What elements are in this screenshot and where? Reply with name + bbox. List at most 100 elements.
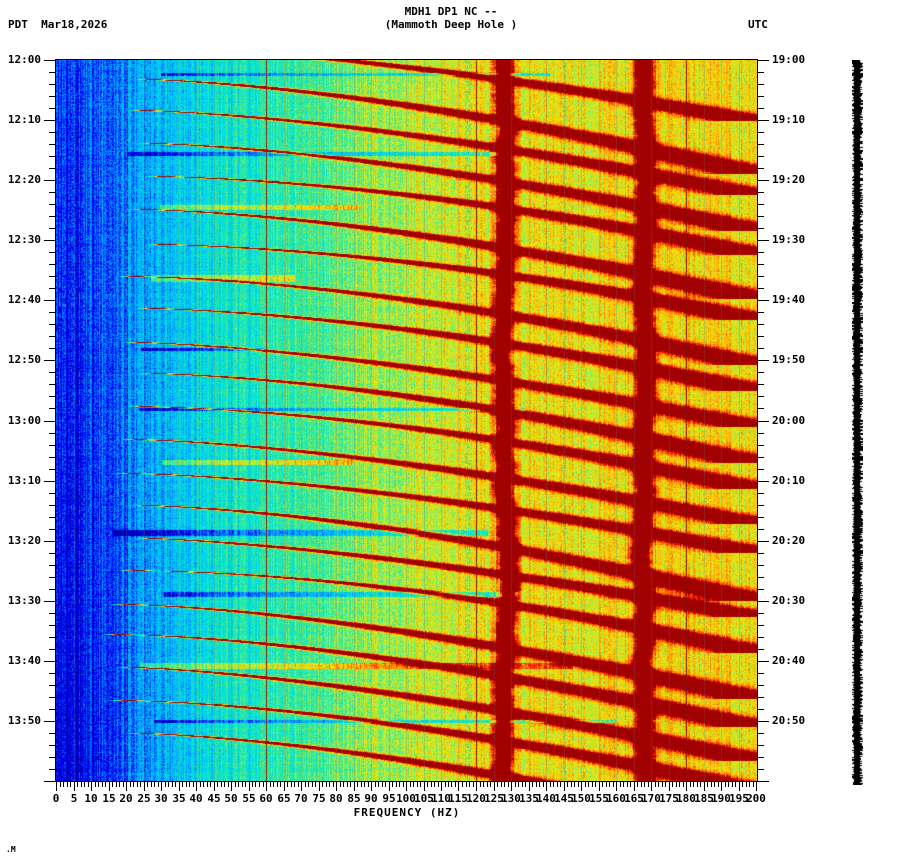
axis-tick (322, 781, 323, 787)
axis-tick (70, 781, 71, 787)
pdt-time-label: 12:20 (7, 173, 41, 186)
axis-tick (585, 781, 586, 787)
axis-tick (49, 396, 56, 397)
axis-tick (49, 156, 56, 157)
axis-tick (757, 625, 764, 626)
axis-tick (56, 781, 57, 791)
axis-tick (49, 228, 56, 229)
axis-tick (280, 781, 281, 787)
axis-tick (44, 60, 56, 61)
pdt-time-label: 12:40 (7, 293, 41, 306)
axis-tick (546, 781, 547, 791)
axis-tick (620, 781, 621, 787)
axis-tick (49, 72, 56, 73)
axis-tick (648, 781, 649, 787)
axis-tick (224, 781, 225, 787)
pdt-time-label: 12:50 (7, 353, 41, 366)
axis-tick (49, 96, 56, 97)
axis-tick (161, 781, 162, 791)
frequency-tick-label: 20 (119, 792, 133, 805)
spectrogram-image (56, 60, 757, 781)
axis-tick (172, 781, 173, 787)
axis-tick (189, 781, 190, 787)
axis-tick (137, 781, 138, 787)
axis-tick (490, 781, 491, 787)
frequency-tick-label: 60 (259, 792, 273, 805)
axis-tick (757, 120, 769, 121)
axis-tick (602, 781, 603, 787)
axis-tick (91, 781, 92, 791)
utc-time-label: 19:40 (772, 293, 806, 306)
axis-tick (44, 721, 56, 722)
axis-tick (133, 781, 134, 787)
axis-tick (441, 781, 442, 791)
axis-tick (595, 781, 596, 787)
axis-tick (518, 781, 519, 787)
axis-tick (683, 781, 684, 787)
axis-tick (732, 781, 733, 787)
axis-tick (49, 276, 56, 277)
axis-tick (49, 709, 56, 710)
frequency-tick-label: 45 (207, 792, 221, 805)
axis-tick (196, 781, 197, 791)
axis-tick (451, 781, 452, 787)
axis-tick (49, 384, 56, 385)
axis-tick (270, 781, 271, 787)
frequency-tick-label: 130 (501, 792, 521, 805)
axis-tick (49, 457, 56, 458)
frequency-tick-label: 195 (729, 792, 749, 805)
axis-tick (140, 781, 141, 787)
axis-tick (44, 180, 56, 181)
axis-tick (757, 529, 764, 530)
axis-tick (536, 781, 537, 787)
axis-tick (757, 192, 764, 193)
axis-tick (49, 553, 56, 554)
utc-time-label: 20:30 (772, 594, 806, 607)
axis-tick (644, 781, 645, 787)
axis-tick (757, 180, 769, 181)
spectrogram-plot[interactable] (55, 59, 758, 782)
axis-tick (757, 733, 764, 734)
axis-tick (473, 781, 474, 787)
axis-tick (757, 312, 764, 313)
axis-tick (757, 457, 764, 458)
axis-tick (151, 781, 152, 787)
axis-tick (207, 781, 208, 787)
axis-tick (347, 781, 348, 787)
axis-tick (119, 781, 120, 787)
axis-tick (49, 685, 56, 686)
pdt-time-label: 13:10 (7, 474, 41, 487)
axis-tick (301, 781, 302, 791)
axis-tick (571, 781, 572, 787)
utc-time-label: 20:20 (772, 534, 806, 547)
axis-tick (112, 781, 113, 787)
axis-tick (669, 781, 670, 791)
axis-tick (757, 204, 764, 205)
axis-tick (672, 781, 673, 787)
frequency-tick-label: 25 (137, 792, 151, 805)
axis-tick (693, 781, 694, 787)
frequency-tick-label: 190 (711, 792, 731, 805)
axis-tick (757, 757, 764, 758)
corner-artifact-mark: .M (6, 845, 16, 854)
axis-tick (757, 336, 764, 337)
axis-tick (77, 781, 78, 787)
axis-tick (168, 781, 169, 787)
axis-tick (287, 781, 288, 787)
axis-tick (757, 577, 764, 578)
axis-tick (49, 372, 56, 373)
axis-tick (525, 781, 526, 787)
axis-tick (273, 781, 274, 787)
axis-tick (235, 781, 236, 787)
axis-tick (707, 781, 708, 787)
axis-tick (578, 781, 579, 787)
axis-tick (179, 781, 180, 791)
page-subtitle: (Mammoth Deep Hole ) (384, 18, 518, 31)
axis-tick (757, 324, 764, 325)
axis-tick (49, 529, 56, 530)
axis-tick (686, 781, 687, 791)
axis-tick (49, 216, 56, 217)
axis-tick (49, 517, 56, 518)
axis-tick (130, 781, 131, 787)
axis-tick (480, 781, 481, 787)
